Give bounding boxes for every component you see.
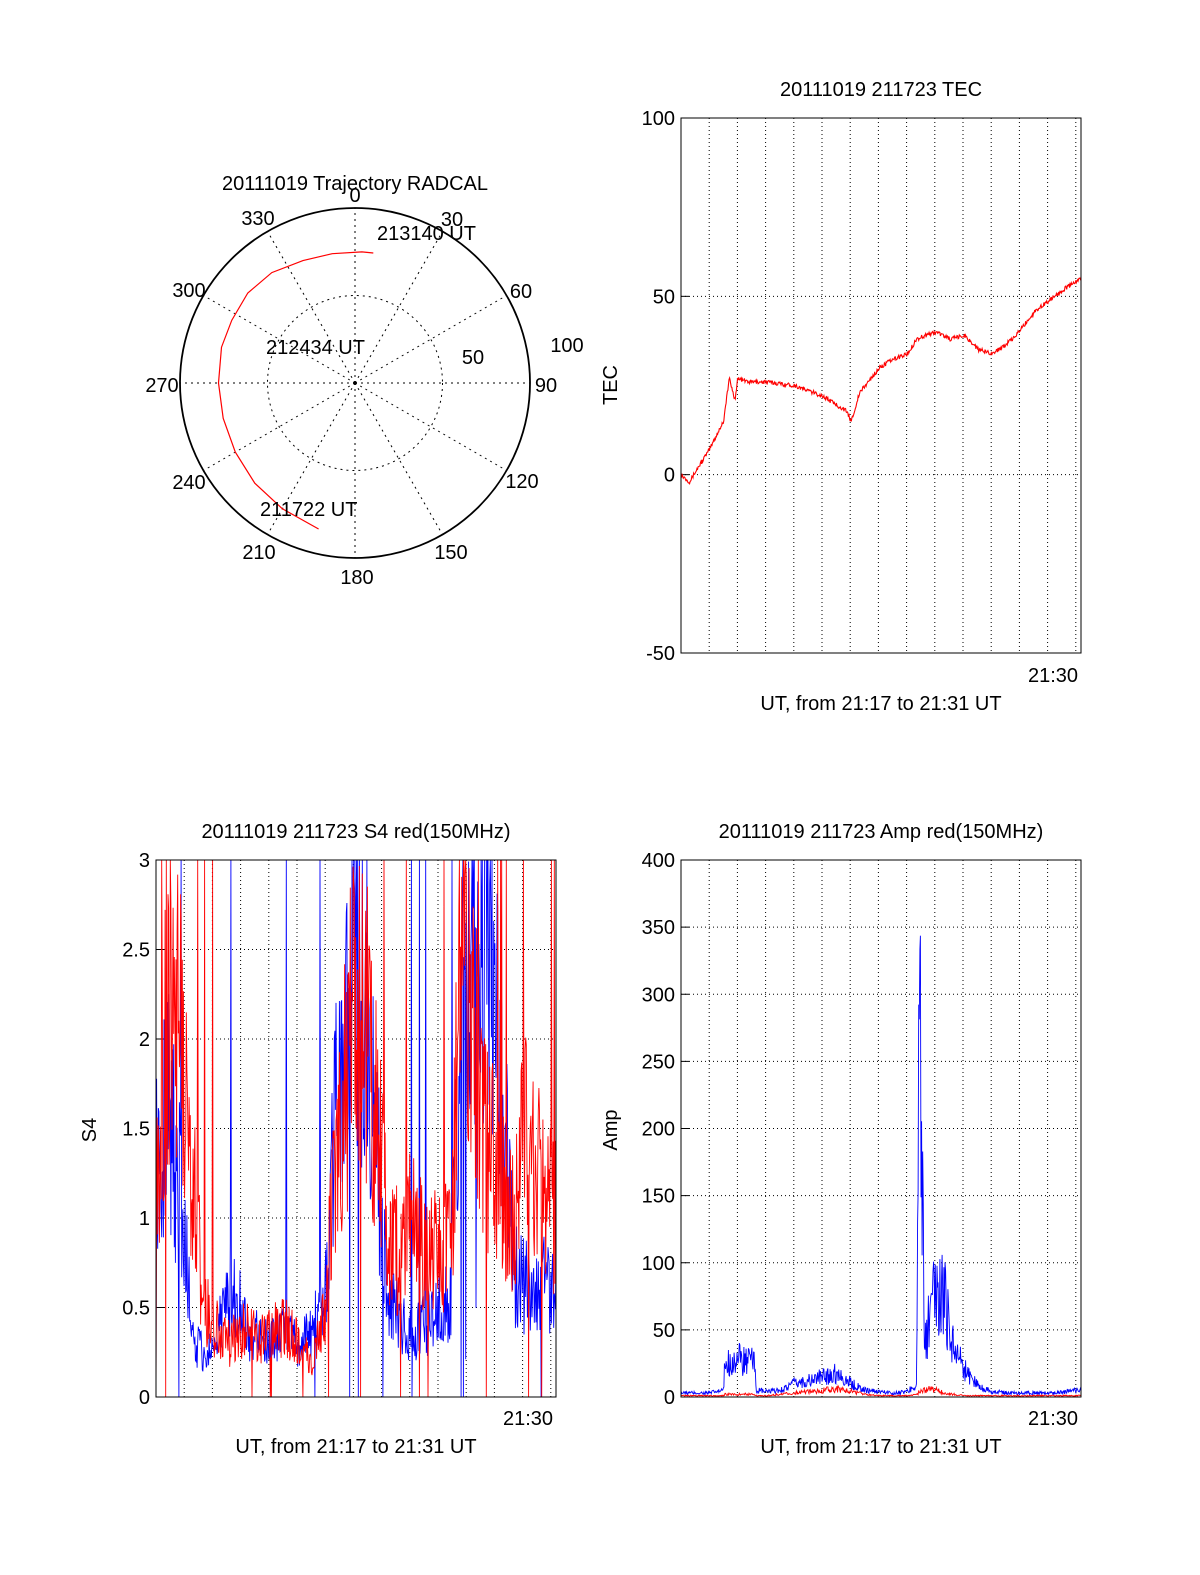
polar-spoke-120 bbox=[354, 382, 507, 471]
s4-x-tick-label: 21:30 bbox=[503, 1408, 553, 1430]
s4-series bbox=[155, 859, 557, 1398]
amp-y-tick-label-100: 100 bbox=[642, 1253, 675, 1275]
amp-y-tick-label-350: 350 bbox=[642, 917, 675, 939]
polar-spoke-30 bbox=[354, 231, 443, 384]
tec-title: 20111019 211723 TEC bbox=[780, 79, 982, 101]
polar-azimuth-label-60: 60 bbox=[510, 281, 532, 303]
polar-azimuth-label-330: 330 bbox=[241, 208, 274, 230]
amp-series bbox=[680, 935, 1082, 1398]
polar-azimuth-label-180: 180 bbox=[340, 567, 373, 589]
tec-panel: 20111019 211723 TEC 100 50 0 -50 21:30 UT, … bbox=[600, 79, 1082, 715]
amp-x-tick-label: 21:30 bbox=[1028, 1408, 1078, 1430]
s4-panel: 20111019 211723 S4 red(150MHz) 0 0.5 1 1.5 2… bbox=[79, 821, 557, 1458]
tec-plot-frame bbox=[680, 117, 1082, 654]
amp-x-axis-label: UT, from 21:17 to 21:31 UT bbox=[760, 1436, 1001, 1458]
polar-spoke-150 bbox=[354, 382, 443, 535]
polar-azimuth-label-210: 210 bbox=[242, 542, 275, 564]
polar-inner-circle bbox=[267, 295, 443, 471]
amp-y-tick-label-400: 400 bbox=[642, 850, 675, 872]
amp-y-tick-label-0: 0 bbox=[664, 1387, 675, 1409]
polar-azimuth-labels: 0 30 60 90 120 150 180 210 240 270 300 330 bbox=[145, 185, 557, 589]
s4-y-tick-label-2: 2 bbox=[139, 1029, 150, 1051]
trajectory-line bbox=[217, 251, 374, 530]
tec-y-tick-label--50: -50 bbox=[646, 643, 675, 665]
amp-grid bbox=[681, 859, 1081, 1398]
polar-azimuth-label-30: 30 bbox=[441, 209, 463, 231]
polar-azimuth-label-300: 300 bbox=[172, 280, 205, 302]
s4-y-tick-label-0.5: 0.5 bbox=[122, 1298, 150, 1320]
tec-y-tick-label-100: 100 bbox=[642, 108, 675, 130]
s4-y-axis-label: S4 bbox=[79, 1118, 101, 1142]
amp-y-tick-label-50: 50 bbox=[653, 1320, 675, 1342]
polar-radial-label-50: 50 bbox=[462, 347, 484, 369]
amp-y-tick-label-150: 150 bbox=[642, 1186, 675, 1208]
amp-y-tick-label-200: 200 bbox=[642, 1119, 675, 1141]
traj-time-label-end: 213140 UT bbox=[377, 223, 476, 245]
tec-y-tick-label-50: 50 bbox=[653, 286, 675, 308]
polar-radial-label-100: 100 bbox=[550, 335, 583, 357]
s4-y-tick-label-2.5: 2.5 bbox=[122, 940, 150, 962]
tec-series-red-line bbox=[680, 276, 1082, 486]
amp-y-tick-labels: 0 50 100 150 200 250 300 350 400 bbox=[642, 850, 675, 1409]
s4-series-blue-line bbox=[155, 859, 557, 1398]
polar-spoke-300 bbox=[203, 295, 356, 384]
polar-spoke-330 bbox=[267, 231, 356, 384]
polar-azimuth-label-240: 240 bbox=[172, 472, 205, 494]
s4-y-tick-label-3: 3 bbox=[139, 850, 150, 872]
tec-x-tick-label: 21:30 bbox=[1028, 665, 1078, 687]
tec-y-tick-labels: 100 50 0 -50 bbox=[642, 108, 675, 665]
amp-series-blue-line bbox=[680, 935, 1082, 1397]
polar-azimuth-label-150: 150 bbox=[434, 542, 467, 564]
traj-time-label-mid: 212434 UT bbox=[266, 337, 365, 359]
tec-series bbox=[680, 276, 1082, 486]
s4-title: 20111019 211723 S4 red(150MHz) bbox=[201, 821, 510, 843]
amp-panel: 20111019 211723 Amp red(150MHz) 0 50 100 15… bbox=[600, 821, 1082, 1458]
s4-y-tick-label-1: 1 bbox=[139, 1208, 150, 1230]
tec-x-axis-label: UT, from 21:17 to 21:31 UT bbox=[760, 693, 1001, 715]
polar-spoke-60 bbox=[354, 295, 507, 384]
tec-grid bbox=[681, 117, 1081, 654]
polar-title: 20111019 Trajectory RADCAL bbox=[222, 173, 488, 195]
tec-y-axis-label: TEC bbox=[600, 365, 622, 405]
amp-y-tick-label-250: 250 bbox=[642, 1051, 675, 1073]
polar-grid bbox=[179, 207, 531, 559]
s4-series-red-line bbox=[155, 859, 557, 1398]
s4-y-tick-label-0: 0 bbox=[139, 1387, 150, 1409]
s4-y-tick-labels: 0 0.5 1 1.5 2 2.5 3 bbox=[122, 850, 150, 1409]
amp-y-tick-label-300: 300 bbox=[642, 984, 675, 1006]
polar-azimuth-label-120: 120 bbox=[505, 471, 538, 493]
polar-azimuth-label-270: 270 bbox=[145, 375, 178, 397]
polar-panel: 20111019 Trajectory RADCAL 0 30 60 90 120 150… bbox=[145, 173, 583, 589]
amp-y-axis-label: Amp bbox=[600, 1109, 622, 1150]
tec-y-tick-label-0: 0 bbox=[664, 465, 675, 487]
amp-plot-frame bbox=[680, 859, 1082, 1398]
amp-title: 20111019 211723 Amp red(150MHz) bbox=[719, 821, 1044, 843]
amp-series-red-line bbox=[680, 1384, 1082, 1398]
polar-spoke-240 bbox=[203, 382, 356, 471]
traj-time-label-start: 211722 UT bbox=[260, 499, 357, 521]
s4-plot-frame bbox=[155, 859, 557, 1398]
s4-x-axis-label: UT, from 21:17 to 21:31 UT bbox=[235, 1436, 476, 1458]
polar-azimuth-label-90: 90 bbox=[535, 375, 557, 397]
s4-y-tick-label-1.5: 1.5 bbox=[122, 1119, 150, 1141]
polar-azimuth-label-0: 0 bbox=[349, 185, 360, 207]
